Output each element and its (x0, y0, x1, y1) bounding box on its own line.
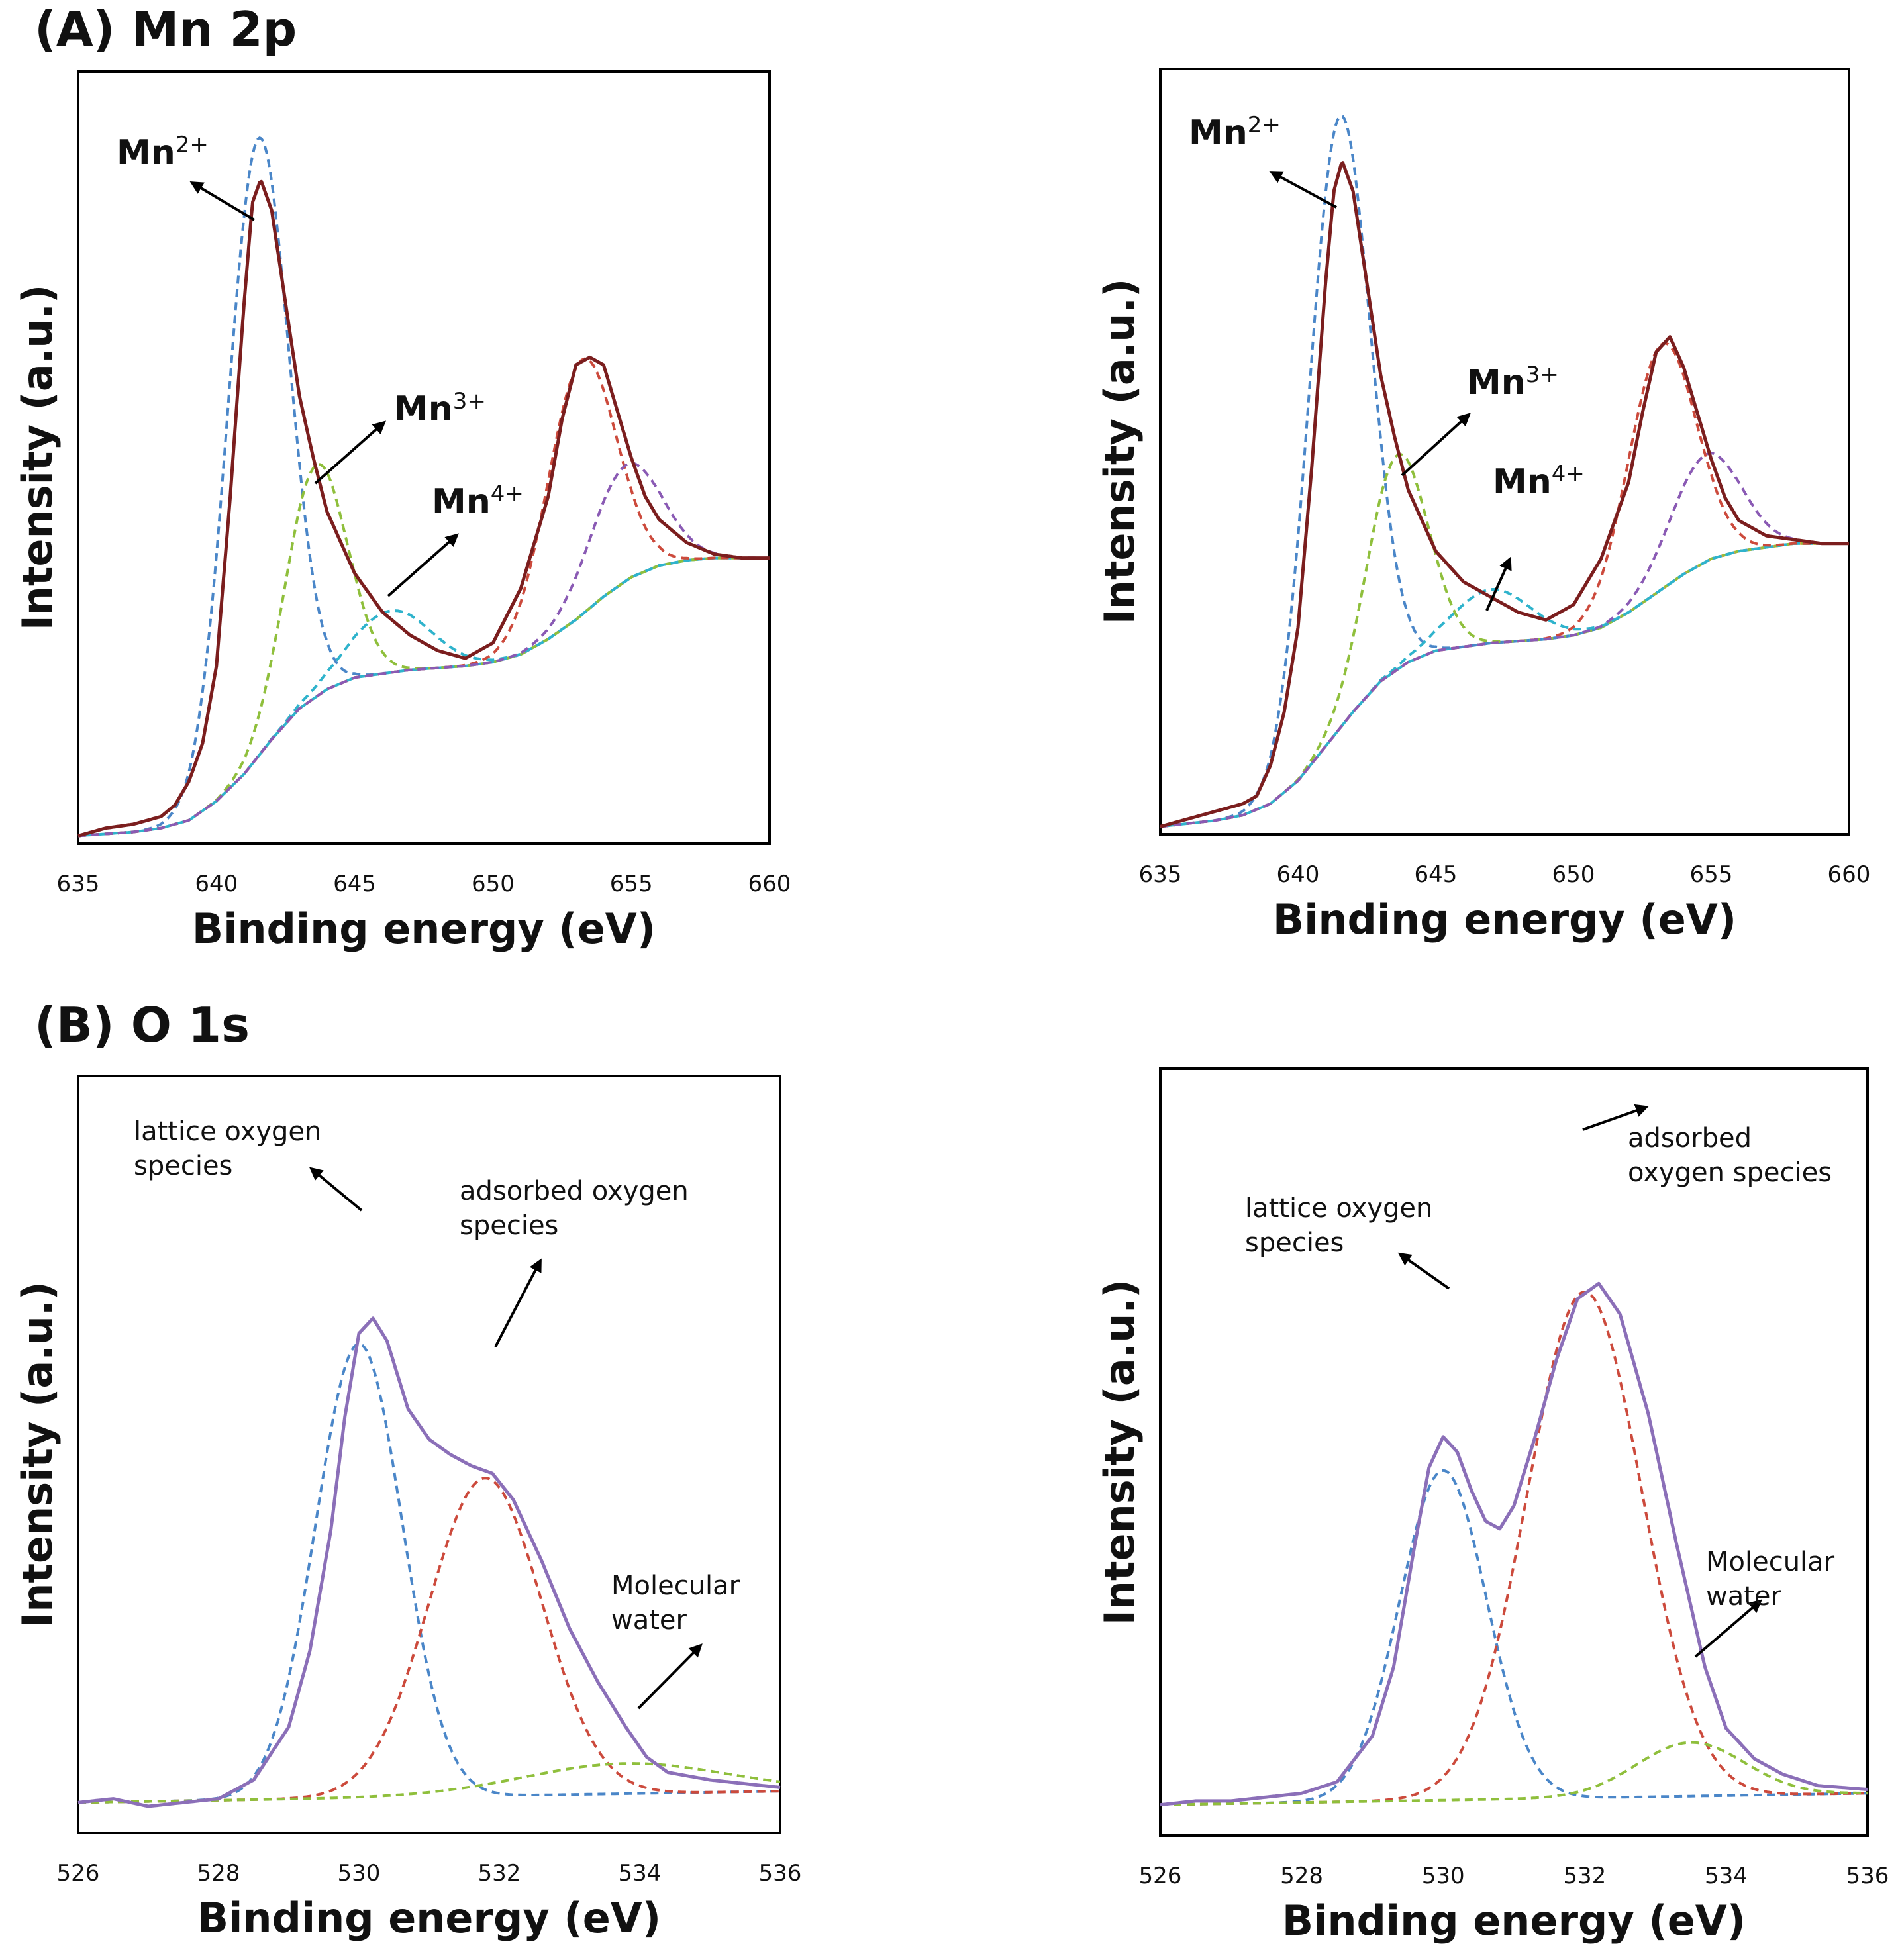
annotation-label: Mn4+ (1493, 461, 1585, 502)
annotation-arrow (314, 420, 386, 485)
x-tick-label: 536 (759, 1860, 802, 1886)
y-axis-label: Intensity (a.u.) (1095, 1279, 1144, 1626)
x-tick-label: 536 (1846, 1863, 1889, 1889)
component-curve-3 (77, 556, 770, 838)
component-curve-5 (1160, 451, 1849, 828)
annotation-arrow (494, 1258, 542, 1348)
x-tick-label: 534 (1705, 1863, 1748, 1889)
x-tick-label: 655 (1690, 861, 1733, 888)
component-curve-4 (77, 357, 770, 838)
annotation-label: Mn3+ (394, 388, 486, 429)
x-tick-label: 650 (1552, 861, 1595, 888)
annotation-label: Mn2+ (117, 132, 209, 173)
y-axis-label: Intensity (a.u.) (1095, 279, 1144, 625)
envelope-curve (1160, 1281, 1868, 1807)
annotation-label: Mn3+ (1467, 362, 1559, 403)
component-curve-1 (1160, 1469, 1868, 1806)
annotation-label: adsorbed oxygen species (1628, 1123, 1832, 1188)
component-curve-3 (77, 1762, 781, 1804)
annotation-label: Mn2+ (1189, 112, 1281, 153)
component-curve-1 (77, 1342, 781, 1804)
xps-chart-2: 635 640 645 650 655 660 Binding energy (eV) Int… (1095, 68, 1871, 944)
envelope-curve (77, 179, 770, 838)
panel-a-label: (A) Mn 2p (34, 1, 297, 57)
component-curve-5 (77, 461, 770, 838)
x-axis-label: Binding energy (eV) (1273, 895, 1736, 944)
xps-chart-3: 526 528 530 532 534 536 Binding energy (eV) Int… (13, 1075, 802, 1942)
annotation-arrow (387, 533, 459, 597)
panel-b-label: (B) O 1s (34, 997, 250, 1053)
x-tick-label: 660 (748, 871, 791, 897)
component-curve-2 (77, 463, 770, 838)
component-curve-2 (1160, 453, 1849, 828)
annotation-arrow (1694, 1599, 1763, 1658)
component-curve-4 (1160, 342, 1849, 828)
envelope-curve (1160, 161, 1849, 828)
annotation-label: Molecular water (1706, 1547, 1835, 1612)
x-tick-label: 640 (1277, 861, 1320, 888)
component-curve-1 (77, 136, 770, 838)
envelope-curve (77, 1316, 781, 1808)
annotation-arrow (1397, 1252, 1450, 1290)
x-tick-label: 530 (1422, 1863, 1465, 1889)
annotation-arrow (189, 181, 256, 221)
plot-frame (1159, 68, 1850, 836)
y-axis-label: Intensity (a.u.) (13, 1281, 62, 1628)
x-tick-label: 528 (197, 1860, 240, 1886)
annotation-arrow (309, 1167, 363, 1212)
x-axis-label: Binding energy (eV) (1282, 1896, 1746, 1945)
x-tick-label: 660 (1828, 861, 1871, 888)
x-axis-label: Binding energy (eV) (197, 1894, 661, 1942)
x-axis-label: Binding energy (eV) (192, 905, 656, 953)
annotation-arrow (1582, 1104, 1649, 1131)
annotation-label: adsorbed oxygen species (460, 1176, 689, 1241)
annotation-label: Molecular water (611, 1571, 740, 1636)
plot-frame (77, 70, 771, 845)
annotation-label: Mn4+ (432, 481, 524, 522)
x-tick-label: 635 (1139, 861, 1182, 888)
x-tick-label: 635 (57, 871, 100, 897)
annotation-arrow (1401, 413, 1471, 477)
component-curve-2 (77, 1477, 781, 1804)
x-tick-label: 530 (338, 1860, 381, 1886)
annotation-arrow (1485, 556, 1512, 611)
annotation-label: lattice oxygen species (134, 1116, 321, 1181)
x-tick-label: 645 (333, 871, 376, 897)
y-axis-label: Intensity (a.u.) (13, 285, 62, 631)
annotation-arrow (1269, 171, 1337, 209)
x-tick-label: 526 (57, 1860, 100, 1886)
x-tick-label: 640 (195, 871, 238, 897)
x-tick-label: 655 (610, 871, 653, 897)
annotation-arrow (637, 1643, 703, 1710)
x-tick-label: 534 (619, 1860, 662, 1886)
xps-chart-1: 635 640 645 650 655 660 Binding energy (eV) Int… (13, 70, 791, 953)
plot-frame (1159, 1067, 1869, 1837)
annotation-label: lattice oxygen species (1245, 1193, 1432, 1258)
x-tick-label: 528 (1280, 1863, 1323, 1889)
x-tick-label: 532 (478, 1860, 521, 1886)
xps-chart-4: 526 528 530 532 534 536 Binding energy (eV) Int… (1095, 1067, 1889, 1945)
x-tick-label: 526 (1139, 1863, 1182, 1889)
x-tick-label: 532 (1563, 1863, 1606, 1889)
plot-frame (77, 1075, 781, 1834)
x-tick-label: 645 (1415, 861, 1458, 888)
x-tick-label: 650 (472, 871, 515, 897)
